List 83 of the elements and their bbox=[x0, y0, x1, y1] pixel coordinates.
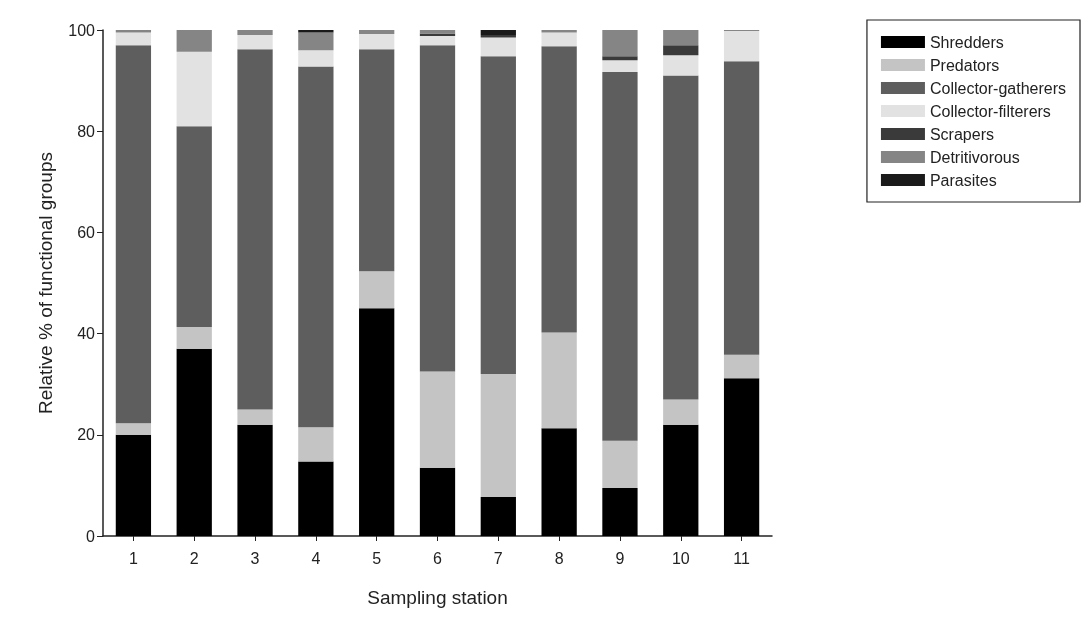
legend-label: Detritivorous bbox=[929, 148, 1020, 166]
x-tick-label: 6 bbox=[433, 549, 443, 567]
bar bbox=[663, 75, 699, 400]
bar bbox=[602, 72, 638, 441]
y-tick-label: 40 bbox=[77, 325, 96, 343]
x-tick-label: 8 bbox=[554, 549, 564, 567]
x-tick-label: 3 bbox=[250, 549, 260, 567]
bar bbox=[176, 30, 212, 52]
bar bbox=[663, 55, 699, 76]
bar bbox=[541, 30, 577, 33]
bar bbox=[237, 49, 273, 410]
x-tick-label: 11 bbox=[733, 549, 750, 567]
bar bbox=[298, 32, 334, 51]
bar bbox=[480, 30, 516, 36]
bar bbox=[359, 49, 395, 272]
bar bbox=[359, 34, 395, 50]
bar bbox=[359, 308, 395, 536]
bar bbox=[298, 30, 334, 33]
x-tick-label: 5 bbox=[372, 549, 382, 567]
legend-label: Shredders bbox=[929, 33, 1004, 51]
bar bbox=[359, 30, 395, 35]
bar bbox=[176, 51, 212, 127]
bar bbox=[298, 427, 334, 462]
x-tick-label: 2 bbox=[189, 549, 199, 567]
legend-label: Scrapers bbox=[929, 125, 994, 143]
bar bbox=[419, 371, 456, 468]
y-tick-label: 80 bbox=[77, 122, 96, 140]
bar bbox=[541, 46, 577, 333]
legend-label: Collector-filterers bbox=[929, 102, 1051, 120]
bar bbox=[723, 378, 760, 536]
x-tick-label: 9 bbox=[615, 549, 625, 567]
bar bbox=[176, 348, 212, 536]
bar bbox=[480, 374, 516, 498]
bar bbox=[480, 497, 516, 536]
bar bbox=[176, 126, 212, 328]
legend-label: Predators bbox=[929, 56, 1000, 74]
legend-label: Parasites bbox=[929, 171, 997, 189]
bar bbox=[115, 30, 152, 33]
bar bbox=[602, 60, 638, 72]
bar bbox=[237, 424, 273, 536]
bar bbox=[419, 467, 456, 536]
x-tick-label: 10 bbox=[671, 549, 690, 567]
bar bbox=[663, 399, 699, 425]
legend-label: Collector-gatherers bbox=[929, 79, 1067, 97]
bar bbox=[298, 50, 334, 67]
bar bbox=[602, 440, 638, 488]
bar bbox=[419, 36, 456, 46]
bar bbox=[541, 32, 577, 47]
bar bbox=[419, 45, 456, 372]
bar bbox=[480, 37, 516, 57]
y-tick-label: 60 bbox=[77, 223, 96, 241]
bar bbox=[541, 332, 577, 429]
bar bbox=[602, 56, 638, 61]
x-tick-label: 4 bbox=[311, 549, 321, 567]
y-tick-label: 100 bbox=[68, 21, 96, 39]
bar bbox=[663, 45, 699, 56]
bar bbox=[663, 30, 699, 46]
bar bbox=[663, 424, 699, 536]
bar bbox=[115, 434, 152, 536]
bar bbox=[115, 423, 152, 435]
y-axis-title: Relative % of functional groups bbox=[35, 152, 56, 414]
x-tick-label: 7 bbox=[493, 549, 503, 567]
x-tick-label: 1 bbox=[128, 549, 138, 567]
bar bbox=[237, 35, 273, 50]
bar bbox=[723, 61, 760, 355]
bar bbox=[602, 30, 638, 57]
y-tick-label: 20 bbox=[77, 426, 96, 444]
bar bbox=[237, 30, 273, 36]
bar bbox=[237, 409, 273, 425]
bar bbox=[176, 327, 212, 349]
bar bbox=[723, 31, 760, 62]
bar bbox=[115, 45, 152, 424]
bar bbox=[541, 428, 577, 536]
bar bbox=[480, 56, 516, 375]
x-axis-title: Sampling station bbox=[367, 587, 508, 608]
bar bbox=[115, 32, 152, 46]
y-tick-label: 0 bbox=[86, 527, 96, 545]
bar bbox=[723, 354, 760, 379]
bar bbox=[480, 35, 516, 38]
bar bbox=[298, 461, 334, 536]
bar bbox=[602, 487, 638, 536]
bar bbox=[359, 271, 395, 309]
bar bbox=[298, 66, 334, 428]
